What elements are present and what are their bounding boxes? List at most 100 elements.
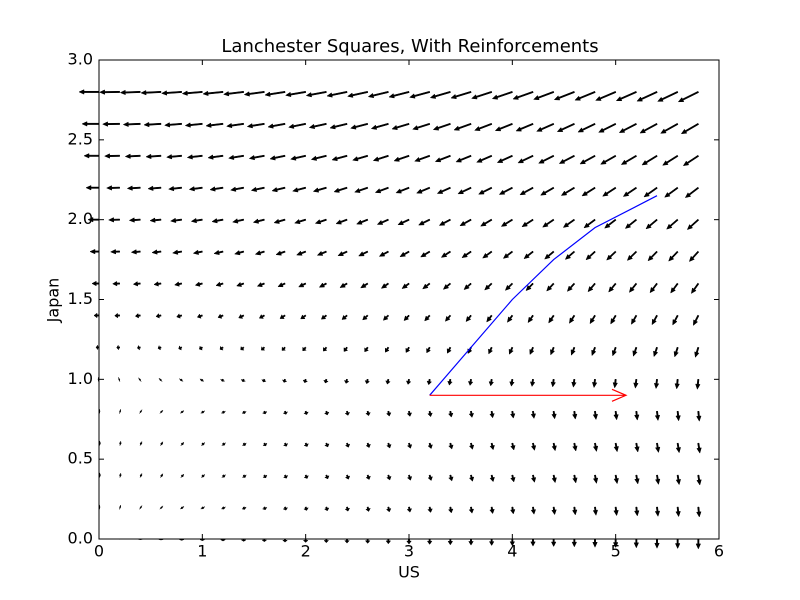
quiver-arrow xyxy=(302,378,309,384)
quiver-arrow xyxy=(256,282,265,287)
quiver-arrow xyxy=(347,90,369,98)
quiver-arrow xyxy=(262,474,268,479)
quiver-arrow xyxy=(281,346,286,351)
y-tick-label: 2.0 xyxy=(68,209,93,228)
quiver-arrow xyxy=(324,442,330,448)
quiver-arrow xyxy=(294,218,307,225)
quiver-arrow xyxy=(480,218,493,227)
quiver-arrow xyxy=(326,90,348,98)
quiver-arrow xyxy=(695,538,701,550)
quiver-arrow xyxy=(426,346,431,354)
quiver-arrow xyxy=(569,314,576,324)
quiver-arrow xyxy=(376,218,389,225)
quiver-arrow xyxy=(403,314,410,321)
quiver-arrow xyxy=(556,122,575,132)
quiver-arrow xyxy=(680,122,700,135)
quiver-arrow xyxy=(653,346,659,358)
quiver-arrow xyxy=(104,153,120,159)
quiver-arrow xyxy=(337,250,348,256)
quiver-arrow xyxy=(372,154,389,162)
quiver-arrow xyxy=(409,90,431,99)
quiver-arrow xyxy=(243,90,265,97)
quiver-arrow xyxy=(282,410,289,415)
quiver-arrow xyxy=(168,185,183,192)
quiver-arrow xyxy=(510,506,516,515)
quiver-arrow xyxy=(525,282,534,292)
quiver-arrow xyxy=(668,250,679,262)
y-tick-label: 1.0 xyxy=(68,369,93,388)
quiver-arrow xyxy=(444,314,452,322)
quiver-arrow xyxy=(542,218,555,228)
quiver-arrow xyxy=(269,154,286,161)
quiver-arrow xyxy=(420,250,431,258)
quiver-arrow xyxy=(550,346,556,356)
quiver-arrow xyxy=(401,282,410,289)
quiver-arrow xyxy=(194,281,203,287)
quiver-arrow xyxy=(489,410,495,419)
quiver-arrow xyxy=(674,378,680,390)
y-tick-label: 0.5 xyxy=(68,449,93,468)
quiver-arrow xyxy=(634,442,640,453)
quiver-arrow xyxy=(519,186,534,196)
quiver-arrow xyxy=(562,218,576,228)
quiver-arrow xyxy=(199,378,204,382)
quiver-arrow xyxy=(170,217,183,224)
quiver-arrow xyxy=(544,250,555,260)
quiver-arrow xyxy=(335,218,348,225)
quiver-arrow xyxy=(482,250,493,259)
quiver-arrow xyxy=(577,122,596,133)
quiver-arrow xyxy=(365,506,371,512)
quiver-arrow xyxy=(316,250,327,256)
quiver-arrow xyxy=(634,506,640,517)
quiver-arrow xyxy=(436,186,451,194)
quiver-arrow xyxy=(137,344,141,351)
quiver-arrow xyxy=(282,506,289,511)
quiver-arrow xyxy=(622,186,638,197)
quiver-arrow xyxy=(434,154,451,163)
quiver-arrow xyxy=(412,122,431,131)
quiver-arrow xyxy=(151,249,162,255)
quiver-arrow xyxy=(277,282,286,288)
quiver-arrow xyxy=(592,442,599,452)
quiver-arrow xyxy=(252,218,265,224)
quiver-arrow xyxy=(662,154,679,166)
quiver-arrow xyxy=(675,506,681,518)
quiver-arrow xyxy=(468,474,475,482)
quiver-arrow xyxy=(139,409,143,414)
quiver-arrow xyxy=(384,346,390,353)
quiver-arrow xyxy=(374,186,389,194)
quiver-arrow xyxy=(416,186,431,194)
quiver-arrow xyxy=(138,377,142,382)
quiver-arrow xyxy=(500,218,514,227)
quiver-arrow xyxy=(530,506,537,515)
quiver-arrow xyxy=(180,410,185,414)
x-tick-label: 2 xyxy=(301,542,311,561)
quiver-arrow xyxy=(339,282,348,288)
quiver-arrow xyxy=(343,378,350,384)
annotation-arrow xyxy=(429,388,628,402)
quiver-arrow xyxy=(572,474,578,484)
quiver-arrow xyxy=(199,345,204,351)
quiver-arrow xyxy=(230,186,245,192)
quiver-arrow xyxy=(643,186,658,198)
quiver-arrow xyxy=(186,154,203,160)
quiver-arrow xyxy=(459,218,472,227)
x-tick-label: 6 xyxy=(714,542,724,561)
quiver-arrow xyxy=(296,250,307,256)
quiver-arrow xyxy=(300,314,307,320)
quiver-arrow xyxy=(365,474,371,480)
quiver-arrow xyxy=(344,410,351,416)
quiver-arrow xyxy=(134,312,141,319)
quiver-arrow xyxy=(264,90,286,97)
quiver-arrow xyxy=(530,474,537,483)
quiver-arrow xyxy=(581,186,596,197)
quiver-arrow xyxy=(693,314,700,326)
quiver-arrow xyxy=(184,122,203,128)
quiver-arrow xyxy=(119,409,121,414)
quiver-arrow xyxy=(178,345,183,351)
quiver-arrow xyxy=(530,442,537,451)
quiver-arrow xyxy=(510,410,516,419)
quiver-arrow xyxy=(489,474,495,483)
quiver-arrow xyxy=(510,474,516,483)
quiver-arrow xyxy=(406,410,413,417)
